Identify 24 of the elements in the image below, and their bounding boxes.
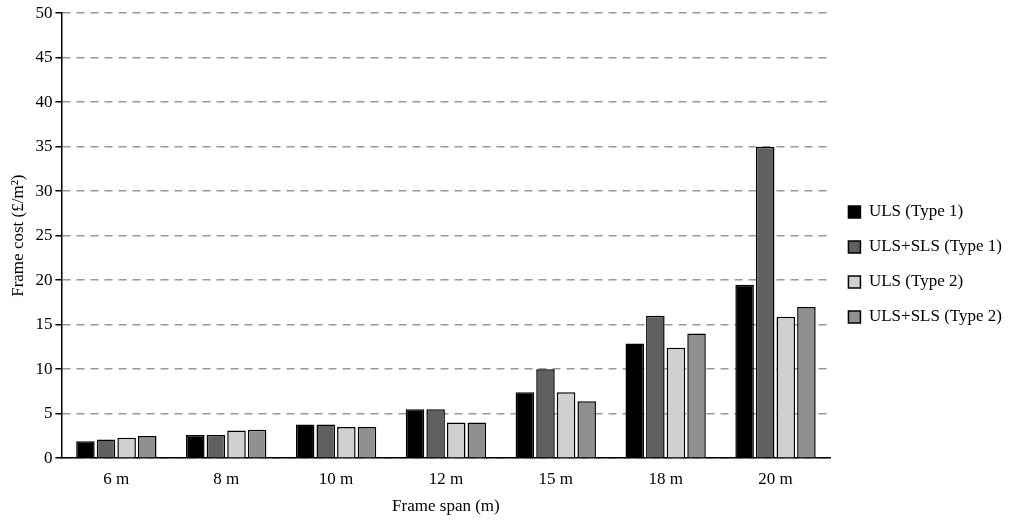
x-tick-label: 8 m [213,468,240,488]
legend-label: ULS+SLS (Type 2) [868,306,1002,326]
x-axis-title: Frame span (m) [392,496,500,516]
y-tick-label: 20 [35,269,53,289]
y-tick-label: 35 [35,136,53,156]
legend-label: ULS+SLS (Type 1) [868,236,1002,256]
legend-label: ULS (Type 1) [868,201,964,221]
x-tick-label: 12 m [428,468,464,488]
y-tick-label: 30 [35,180,53,200]
legend-label: ULS (Type 2) [868,271,964,291]
x-tick-label: 6 m [103,468,130,488]
y-tick-label: 45 [35,47,53,67]
y-tick-label: 40 [35,91,53,111]
y-tick-label: 25 [35,225,53,245]
y-axis-title: Frame cost (£/m²) [7,174,27,297]
x-tick-label: 20 m [758,468,793,488]
y-tick-label: 50 [35,2,53,22]
x-tick-label: 10 m [318,468,354,488]
y-tick-label: 10 [35,358,53,378]
x-tick-label: 15 m [538,468,574,488]
y-tick-label: 0 [43,447,53,467]
x-tick-label: 18 m [648,468,683,488]
y-tick-label: 5 [43,403,53,423]
y-tick-label: 15 [35,314,53,334]
